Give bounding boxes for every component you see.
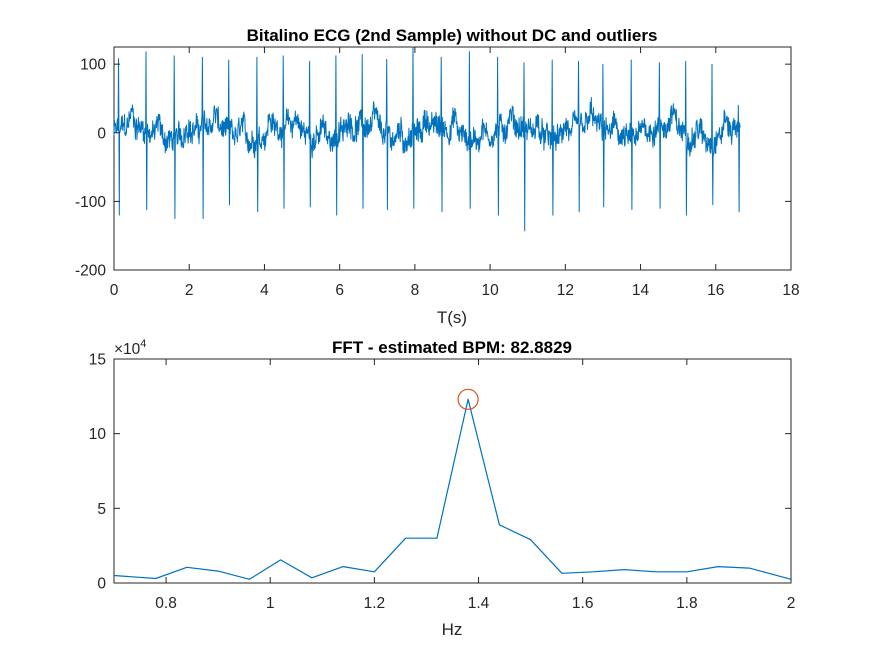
ecg-x-tick-label: 8 xyxy=(411,282,420,299)
ecg-x-tick-label: 0 xyxy=(110,282,119,299)
fft-x-tick-label: 1.2 xyxy=(364,595,386,612)
fft-x-tick-label: 1.6 xyxy=(572,595,594,612)
ecg-x-tick-label: 2 xyxy=(185,282,194,299)
ecg-plot: 0 2 4 6 8 10 12 14 16 18 -200 -100 0 100 Bitalino EC… xyxy=(75,26,800,327)
ecg-signal-line xyxy=(113,46,741,232)
ecg-y-tick-label: -200 xyxy=(75,263,106,280)
ecg-x-ticks: 0 2 4 6 8 10 12 14 16 18 xyxy=(110,47,800,299)
ecg-x-tick-label: 12 xyxy=(557,282,574,299)
fft-y-tick-label: 5 xyxy=(97,501,106,518)
ecg-y-tick-label: 100 xyxy=(80,57,106,74)
ecg-x-tick-label: 4 xyxy=(260,282,269,299)
fft-y-ticks: 0 5 10 15 xyxy=(89,352,791,593)
fft-y-exponent-label: ×104 xyxy=(114,338,146,358)
ecg-signal-layer xyxy=(113,46,741,232)
fft-y-tick-label: 10 xyxy=(89,426,107,443)
fft-x-ticks: 0.8 1 1.2 1.4 1.6 1.8 2 xyxy=(155,359,795,612)
fft-x-axis-label: Hz xyxy=(442,620,463,639)
ecg-title: Bitalino ECG (2nd Sample) without DC and… xyxy=(247,26,658,45)
fft-y-tick-label: 15 xyxy=(89,352,106,369)
fft-x-tick-label: 1.4 xyxy=(468,595,490,612)
ecg-x-tick-label: 14 xyxy=(632,282,650,299)
ecg-x-tick-label: 10 xyxy=(481,282,499,299)
fft-signal-layer xyxy=(113,388,792,580)
fft-x-tick-label: 1 xyxy=(266,595,275,612)
fft-spectrum-line xyxy=(113,398,792,580)
ecg-y-tick-label: 0 xyxy=(97,125,106,142)
fft-peak-marker xyxy=(457,388,479,410)
fft-plot: 0.8 1 1.2 1.4 1.6 1.8 2 0 5 10 15 ×104 FFT - esti… xyxy=(89,338,796,639)
fft-x-tick-label: 0.8 xyxy=(155,595,177,612)
ecg-x-axis-label: T(s) xyxy=(437,308,467,327)
ecg-y-ticks: -200 -100 0 100 xyxy=(75,57,791,280)
fft-x-tick-label: 1.8 xyxy=(676,595,698,612)
fft-x-tick-label: 2 xyxy=(787,595,796,612)
ecg-y-tick-label: -100 xyxy=(75,194,106,211)
fft-y-exponent-power: 4 xyxy=(140,338,146,350)
ecg-x-tick-label: 16 xyxy=(707,282,724,299)
fft-title: FFT - estimated BPM: 82.8829 xyxy=(332,338,572,357)
ecg-x-tick-label: 18 xyxy=(782,282,799,299)
fft-y-tick-label: 0 xyxy=(97,576,106,593)
fft-y-exponent-base: ×10 xyxy=(114,341,141,358)
ecg-axes-box xyxy=(113,46,792,271)
ecg-x-tick-label: 6 xyxy=(335,282,344,299)
